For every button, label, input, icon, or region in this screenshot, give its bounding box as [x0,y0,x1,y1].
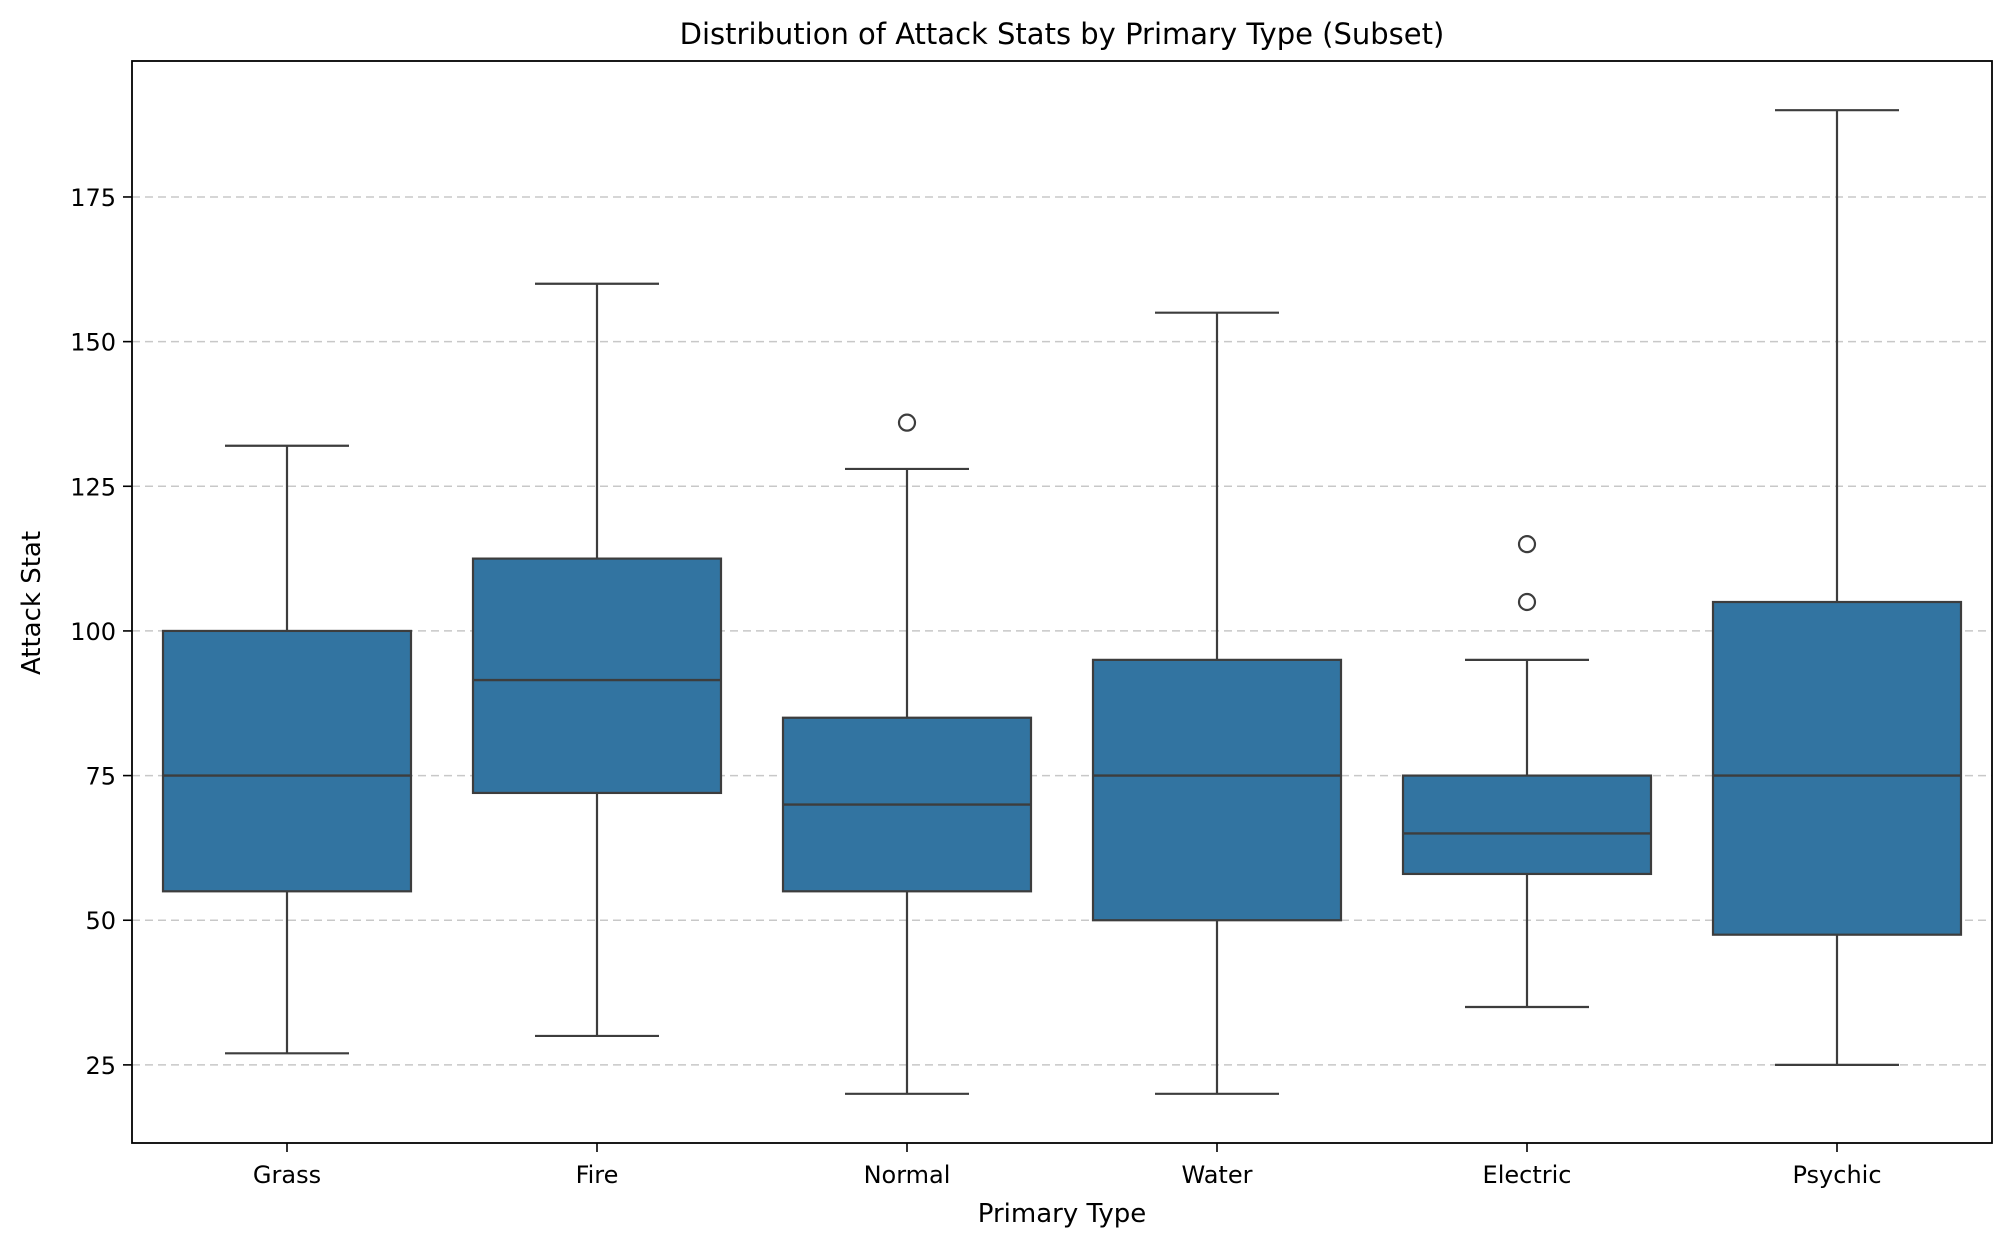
box-water [1091,311,1343,1095]
box-normal [781,413,1033,1095]
iqr-box [1711,600,1963,936]
x-tick-label: Water [1182,1161,1253,1189]
iqr-box [471,557,723,795]
outlier-point [1517,592,1537,612]
iqr-box [1401,774,1653,876]
chart-title: Distribution of Attack Stats by Primary … [680,17,1445,51]
axes: 25 50 75 100 125 150 175 Grass Fire Normal Water El… [70,60,1993,1189]
grid-lines [132,196,1992,1066]
iqr-box [161,629,413,893]
iqr-box [1091,658,1343,922]
box-electric [1401,535,1653,1009]
y-tick-label: 75 [85,763,116,791]
x-tick-label: Normal [864,1161,951,1189]
y-tick-label: 100 [70,618,116,646]
plot-frame [131,60,1993,1144]
outlier-point [897,413,917,432]
box-psychic [1711,109,1963,1066]
y-axis-label: Attack Stat [17,531,47,675]
x-tick-label: Psychic [1792,1161,1881,1189]
y-tick-label: 25 [85,1052,116,1080]
x-tick-label: Fire [576,1161,619,1189]
y-tick-label: 50 [85,907,116,935]
y-tick-label: 150 [70,329,116,357]
x-axis-label: Primary Type [978,1199,1146,1229]
box-group [161,109,1963,1095]
outlier-point [1517,535,1537,554]
box-grass [161,444,413,1055]
x-tick-label: Electric [1483,1161,1572,1189]
x-tick-label: Grass [253,1161,321,1189]
y-tick-label: 175 [70,184,116,212]
y-tick-label: 125 [70,473,116,501]
box-fire [471,282,723,1038]
